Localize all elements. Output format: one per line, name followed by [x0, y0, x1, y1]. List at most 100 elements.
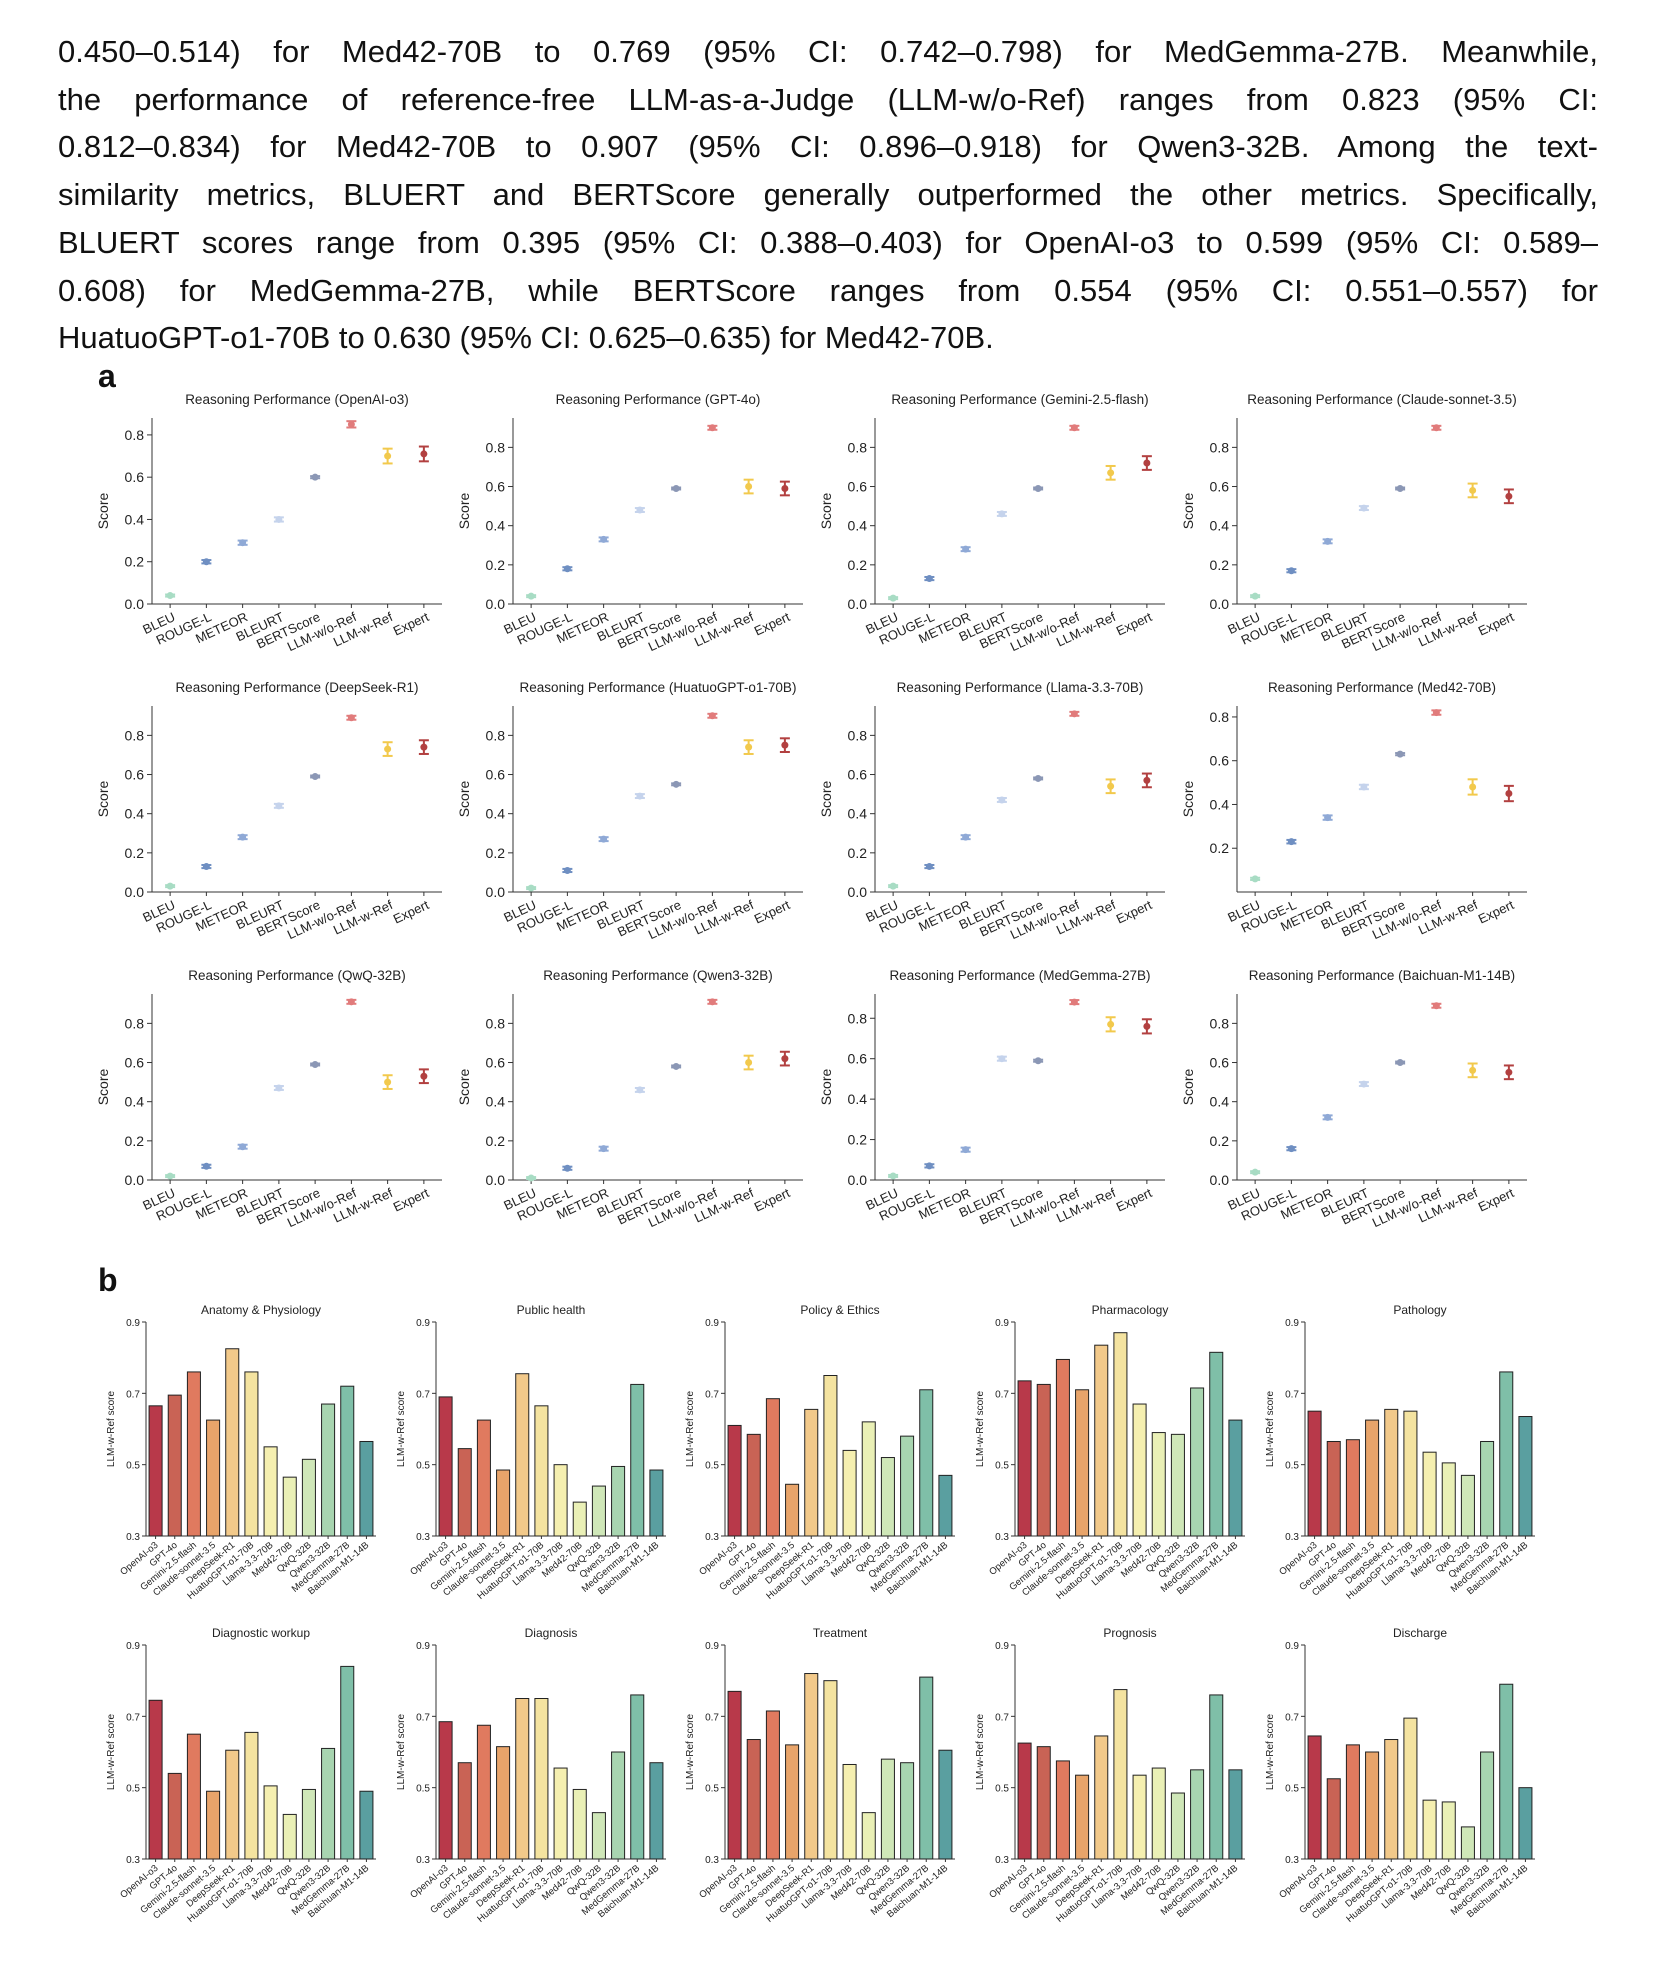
y-tick-label: 0.8	[848, 439, 868, 455]
y-tick-label: 0.4	[1210, 518, 1230, 534]
bar	[476, 1724, 491, 1860]
bar	[1113, 1332, 1128, 1537]
y-tick-label: 0.9	[705, 1318, 719, 1329]
bar	[1518, 1416, 1533, 1537]
y-tick-label: 0.8	[125, 727, 145, 743]
bar	[1345, 1439, 1360, 1537]
y-tick-label: 0.8	[848, 1010, 868, 1026]
bar	[1345, 1744, 1360, 1860]
data-point	[1505, 790, 1513, 798]
data-point	[636, 506, 644, 514]
y-tick-label: 0.6	[486, 479, 506, 495]
data-point	[527, 884, 535, 892]
bar	[1113, 1689, 1128, 1860]
data-point	[311, 1060, 319, 1068]
y-tick-label: 0.2	[848, 845, 868, 861]
x-tick-label: Expert	[1476, 897, 1517, 927]
bar	[785, 1483, 800, 1537]
y-tick-label: 0.2	[1210, 1133, 1230, 1149]
subplot-title: Reasoning Performance (Llama-3.3-70B)	[897, 680, 1144, 695]
bar	[1441, 1801, 1456, 1860]
data-point	[1070, 424, 1078, 432]
bar	[263, 1785, 278, 1860]
bar	[496, 1469, 511, 1537]
y-tick-label: 0.8	[125, 427, 145, 443]
bar	[1190, 1769, 1205, 1860]
y-tick-label: 0.7	[416, 1712, 430, 1723]
bar	[746, 1433, 761, 1537]
data-point	[1396, 750, 1404, 758]
y-tick-label: 0.8	[486, 1015, 506, 1031]
y-tick-label: 0.8	[486, 727, 506, 743]
bar	[263, 1446, 278, 1537]
y-tick-label: 0.0	[125, 596, 145, 612]
data-point	[708, 998, 716, 1006]
y-tick-label: 0.3	[1285, 1532, 1299, 1543]
y-tick-label: 0.9	[1285, 1641, 1299, 1652]
paragraph-line: 0.812–0.834) for Med42-70B to 0.907 (95%…	[58, 129, 1598, 165]
y-tick-label: 0.6	[125, 767, 145, 783]
y-tick-label: 0.3	[416, 1855, 430, 1866]
data-point	[1324, 1113, 1332, 1121]
data-point	[275, 1084, 283, 1092]
data-point	[527, 1174, 535, 1182]
y-tick-label: 0.0	[125, 1172, 145, 1188]
y-tick-label: 0.2	[486, 845, 506, 861]
bar	[1384, 1408, 1399, 1537]
bar	[301, 1788, 316, 1860]
data-point	[420, 743, 428, 751]
y-tick-label: 0.6	[125, 469, 145, 485]
y-axis-label: LLM-w-Ref score	[396, 1714, 407, 1791]
y-axis-label: LLM-w-Ref score	[685, 1714, 696, 1791]
bar	[649, 1469, 664, 1537]
y-tick-label: 0.8	[848, 727, 868, 743]
x-tick-label: Expert	[1476, 1185, 1517, 1215]
bar-chart-title: Pathology	[1393, 1303, 1446, 1317]
data-point	[745, 1059, 753, 1067]
data-point	[889, 882, 897, 890]
bar	[1190, 1387, 1205, 1537]
bar	[148, 1405, 163, 1537]
y-tick-label: 0.5	[705, 1461, 719, 1472]
category-bar-chart: Public health 0.3 0.5 0.7 0.9 LLM-w-Ref score…	[396, 1303, 666, 1602]
bar	[842, 1449, 857, 1537]
bar	[1460, 1826, 1475, 1860]
data-point	[275, 802, 283, 810]
data-point	[1143, 459, 1151, 467]
y-axis-label: LLM-w-Ref score	[685, 1391, 696, 1468]
data-point	[1251, 875, 1259, 883]
reasoning-subplot: Reasoning Performance (Llama-3.3-70B) 0.0…	[818, 680, 1165, 942]
bar	[611, 1751, 626, 1860]
bar	[457, 1448, 472, 1537]
x-tick-label: Expert	[1114, 897, 1155, 927]
y-tick-label: 0.4	[1210, 1094, 1230, 1110]
data-point	[962, 1146, 970, 1154]
y-tick-label: 0.6	[1210, 1055, 1230, 1071]
y-tick-label: 0.6	[848, 767, 868, 783]
data-point	[384, 745, 392, 753]
data-point	[202, 1162, 210, 1170]
bar	[919, 1676, 934, 1860]
y-tick-label: 0.9	[705, 1641, 719, 1652]
bar	[1228, 1769, 1243, 1860]
data-point	[672, 484, 680, 492]
data-point	[1143, 776, 1151, 784]
bar	[1307, 1410, 1322, 1537]
bar	[1365, 1751, 1380, 1860]
bar	[1075, 1389, 1090, 1537]
subplot-title: Reasoning Performance (Baichuan-M1-14B)	[1249, 968, 1515, 983]
data-point	[1505, 1068, 1513, 1076]
y-axis-label: Score	[456, 493, 472, 530]
bar	[1036, 1383, 1051, 1537]
bar	[823, 1680, 838, 1860]
x-tick-label: Expert	[752, 609, 793, 639]
y-tick-label: 0.5	[995, 1461, 1009, 1472]
bar	[515, 1698, 530, 1860]
y-tick-label: 0.2	[125, 845, 145, 861]
data-point	[311, 772, 319, 780]
bar	[1209, 1351, 1224, 1537]
data-point	[1034, 774, 1042, 782]
bar	[244, 1371, 259, 1537]
reasoning-subplot: Reasoning Performance (Claude-sonnet-3.5…	[1180, 392, 1527, 654]
